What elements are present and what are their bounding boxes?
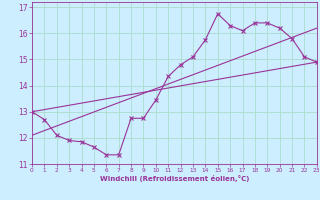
X-axis label: Windchill (Refroidissement éolien,°C): Windchill (Refroidissement éolien,°C) [100,175,249,182]
